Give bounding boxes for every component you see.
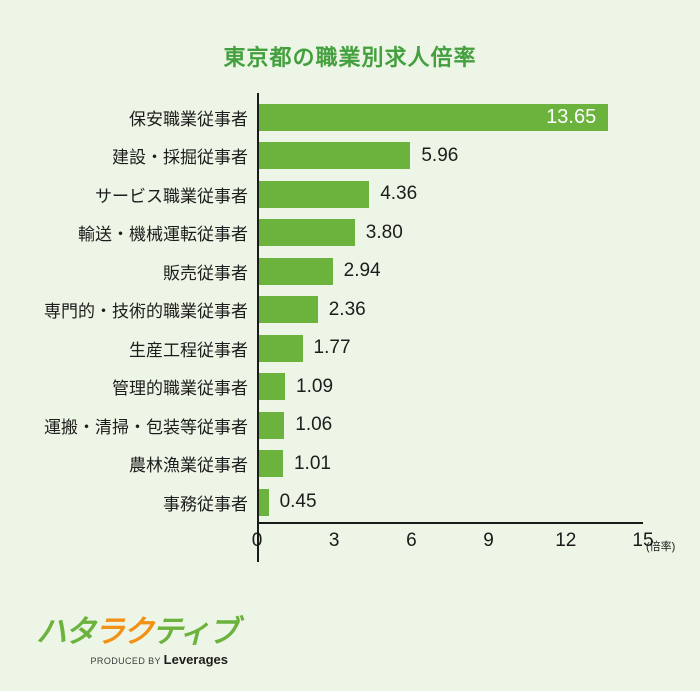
chart-row: 販売従事者 2.94 [22,252,643,291]
category-label: 販売従事者 [163,263,248,283]
bar-track: 4.36 [257,180,643,208]
chart-row: 輸送・機械運転従事者 3.80 [22,214,643,253]
category-label: 保安職業従事者 [129,109,248,129]
value-label: 3.80 [365,221,403,243]
x-axis-unit-label: (倍率) [646,540,676,553]
bar [257,257,333,285]
produced-by-label: PRODUCED BY [90,656,161,667]
value-label: 1.01 [293,452,331,474]
category-label: 事務従事者 [163,494,248,514]
chart-row: 生産工程従事者 1.77 [22,329,643,368]
logo-char: ィ [179,614,210,649]
bar: 13.65 [257,103,609,131]
category-label: 運搬・清掃・包装等従事者 [44,417,248,437]
value-label: 0.45 [279,491,317,513]
logo-char: テ [152,614,181,649]
brand-name: Leverages [163,652,228,668]
bar [257,296,318,324]
chart-title: 東京都の職業別求人倍率 [223,45,477,70]
bar-track: 2.94 [257,257,643,285]
chart-row: 管理的職業従事者 1.09 [22,368,643,407]
category-label: 農林漁業従事者 [129,456,248,476]
x-tick-label: 9 [483,529,494,551]
chart-row: 農林漁業従事者 1.01 [22,445,643,484]
value-label: 4.36 [380,183,418,205]
value-label: 13.65 [546,105,597,128]
x-tick-label: 6 [406,529,417,551]
bar-chart: 保安職業従事者 13.65 建設・採掘従事者 5.96 サービス職業従事者 4.36 輸送・… [22,93,675,562]
category-label: サービス職業従事者 [95,186,248,206]
bar-track: 1.77 [257,334,643,362]
logo-char: タ [65,614,96,649]
chart-row: サービス職業従事者 4.36 [22,175,643,214]
x-tick-label: 0 [251,529,263,551]
bar [257,411,285,439]
bar [257,450,283,478]
value-label: 2.36 [328,298,366,320]
infographic: 東京都の職業別求人倍率 保安職業従事者 13.65 建設・採掘従事者 5.96 サービス… [0,40,700,667]
chart-row: 運搬・清掃・包装等従事者 1.06 [22,406,643,445]
logo-char: ブ [208,614,239,649]
value-label: 1.06 [295,414,333,436]
x-tick-label: 12 [555,529,577,551]
bar-track: 3.80 [257,219,643,247]
value-label: 5.96 [421,144,459,166]
category-label: 輸送・機械運転従事者 [78,225,248,245]
bar-track: 1.01 [257,450,643,478]
chart-rows: 保安職業従事者 13.65 建設・採掘従事者 5.96 サービス職業従事者 4.36 輸送・… [22,98,643,522]
x-axis: 0 3 6 9 12 15 (倍率) [252,521,675,562]
y-axis-line [257,93,259,562]
category-label: 生産工程従事者 [129,340,248,360]
logo-char: ハ [36,614,67,649]
bar [257,142,411,170]
x-tick-label: 3 [328,529,340,551]
value-label: 1.77 [313,337,351,359]
logo-char: ラ [94,614,125,649]
chart-row: 事務従事者 0.45 [22,483,643,522]
bar [257,334,303,362]
category-label: 管理的職業従事者 [112,379,248,399]
bar [257,373,286,401]
footer-logo: ハタラクティブ PRODUCED BY Leverages [36,613,239,667]
bar-track: 2.36 [257,296,643,324]
bar [257,180,370,208]
category-label: 建設・採掘従事者 [112,148,248,168]
bar-track: 0.45 [257,488,643,516]
chart-row: 保安職業従事者 13.65 [22,98,643,137]
value-label: 2.94 [343,260,381,282]
produced-by-line: PRODUCED BY Leverages [36,652,228,667]
category-label: 専門的・技術的職業従事者 [44,302,248,322]
bar-track: 1.09 [257,373,643,401]
bar-track: 5.96 [257,142,643,170]
bar-track: 13.65 [257,103,643,131]
bar-track: 1.06 [257,411,643,439]
bar [257,219,355,247]
chart-row: 専門的・技術的職業従事者 2.36 [22,291,643,330]
value-label: 1.09 [296,375,334,397]
x-tick-label: 15 [632,529,654,551]
logo-char: ク [123,614,154,649]
bar [257,488,269,516]
logo-text: ハタラクティブ [36,613,239,650]
chart-row: 建設・採掘従事者 5.96 [22,137,643,176]
